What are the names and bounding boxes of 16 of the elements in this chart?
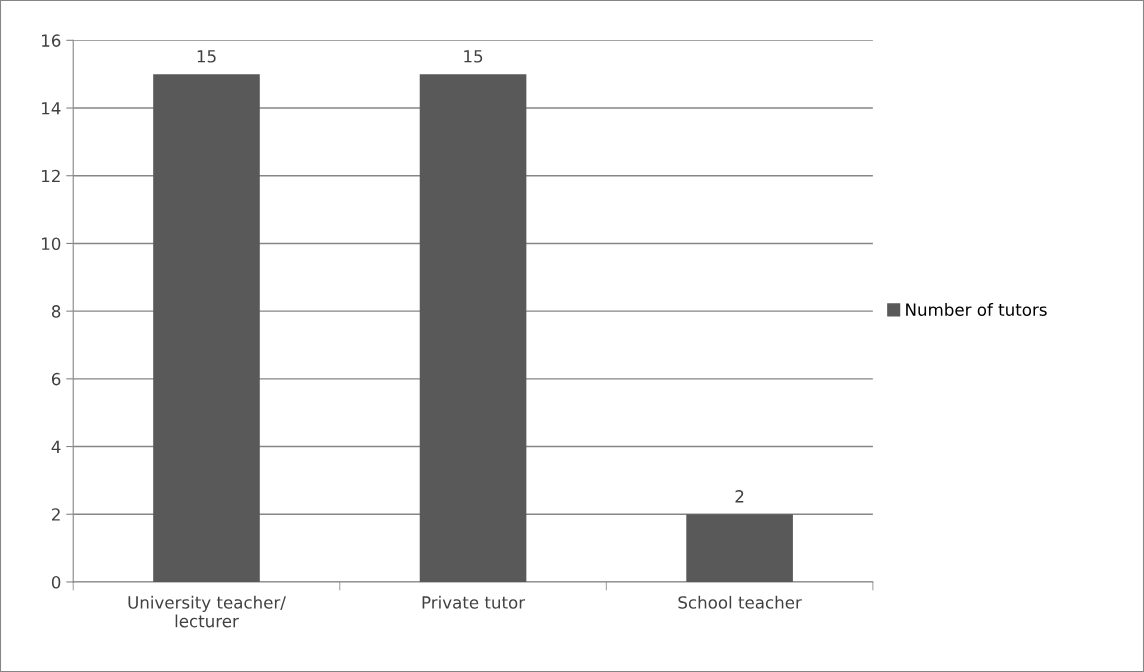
y-tick-label: 12: [42, 169, 60, 183]
x-tick-label: Private tutor: [422, 595, 526, 609]
y-tick-label: 16: [42, 34, 61, 47]
x-tick-label: School teacher: [678, 595, 802, 609]
data-label: 15: [464, 50, 483, 63]
y-tick-label: 6: [51, 372, 61, 386]
y-tick-label: 14: [42, 102, 61, 115]
y-tick-label: 10: [42, 237, 61, 250]
data-label: 2: [735, 490, 744, 503]
data-label: 15: [197, 50, 216, 63]
y-tick-label: 4: [51, 440, 61, 453]
y-tick-label: 2: [52, 508, 60, 521]
x-tick-label: University teacher/ lecturer: [128, 595, 286, 628]
legend-label: Number of tutors: [906, 303, 1047, 316]
y-tick-label: 8: [51, 305, 61, 318]
y-tick-label: 0: [51, 575, 61, 589]
